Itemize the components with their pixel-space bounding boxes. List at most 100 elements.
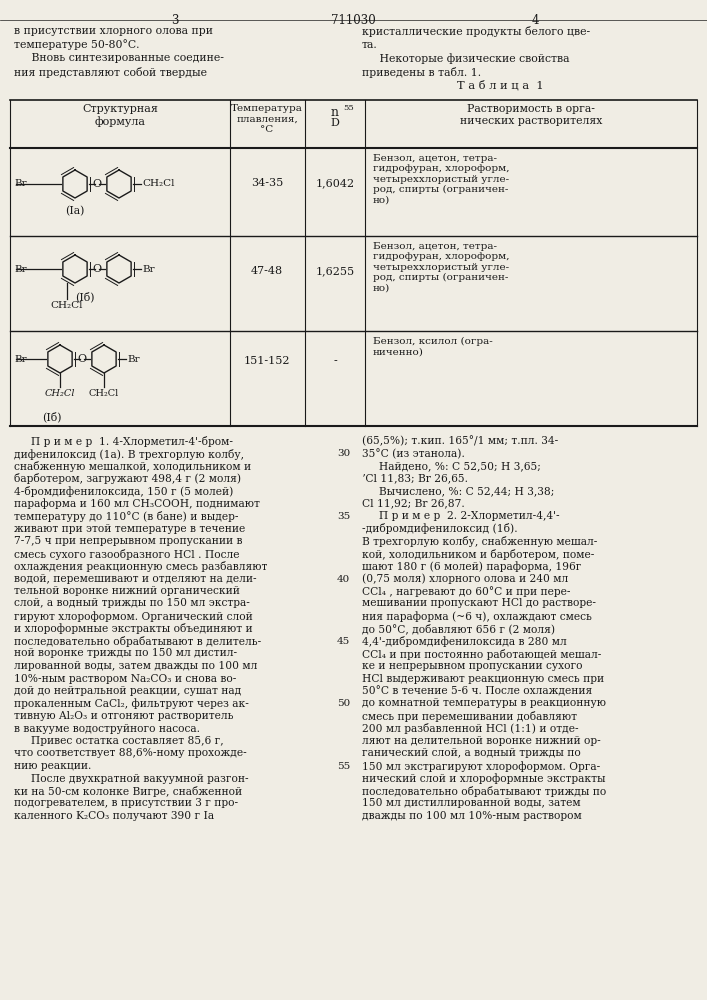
- Text: 4-бромдифенилоксида, 150 г (5 молей): 4-бромдифенилоксида, 150 г (5 молей): [14, 486, 233, 497]
- Text: нический слой и хлороформные экстракты: нический слой и хлороформные экстракты: [362, 774, 605, 784]
- Text: O: O: [93, 179, 102, 189]
- Text: ки на 50-см колонке Вигре, снабженной: ки на 50-см колонке Вигре, снабженной: [14, 786, 242, 797]
- Text: 50: 50: [337, 700, 350, 708]
- Text: 1,6255: 1,6255: [315, 266, 355, 276]
- Text: в вакууме водоструйного насоса.: в вакууме водоструйного насоса.: [14, 724, 200, 734]
- Text: снабженную мешалкой, холодильником и: снабженную мешалкой, холодильником и: [14, 461, 251, 472]
- Text: 1,6042: 1,6042: [315, 178, 355, 188]
- Text: Br: Br: [142, 264, 155, 273]
- Text: дважды по 100 мл 10%-ным раствором: дважды по 100 мл 10%-ным раствором: [362, 811, 582, 821]
- Text: 151-152: 151-152: [244, 356, 291, 366]
- Text: та.: та.: [362, 39, 378, 49]
- Text: Br: Br: [127, 355, 139, 363]
- Text: (Iб): (Iб): [75, 291, 95, 302]
- Text: подогревателем, в присутствии 3 г про-: подогревателем, в присутствии 3 г про-: [14, 798, 238, 808]
- Text: Вновь синтезированные соедине-: Вновь синтезированные соедине-: [14, 53, 224, 63]
- Text: дой до нейтральной реакции, сушат над: дой до нейтральной реакции, сушат над: [14, 686, 241, 696]
- Text: ʼСl 11,83; Br 26,65.: ʼСl 11,83; Br 26,65.: [362, 474, 468, 484]
- Text: последовательно обрабатывают трижды по: последовательно обрабатывают трижды по: [362, 786, 606, 797]
- Text: смесь при перемешивании добавляют: смесь при перемешивании добавляют: [362, 711, 577, 722]
- Text: CH₂Cl: CH₂Cl: [51, 301, 83, 310]
- Text: CH₂Cl: CH₂Cl: [89, 389, 119, 398]
- Text: 40: 40: [337, 574, 350, 584]
- Text: 35: 35: [337, 512, 350, 521]
- Text: ке и непрерывном пропускании сухого: ке и непрерывном пропускании сухого: [362, 661, 583, 671]
- Text: После двухкратной вакуумной разгон-: После двухкратной вакуумной разгон-: [14, 774, 249, 784]
- Text: прокаленным CaCl₂, фильтруют через ак-: прокаленным CaCl₂, фильтруют через ак-: [14, 698, 249, 709]
- Text: Сl 11,92; Br 26,87.: Сl 11,92; Br 26,87.: [362, 498, 464, 508]
- Text: кой, холодильником и барботером, поме-: кой, холодильником и барботером, поме-: [362, 548, 595, 560]
- Text: лированной воды, затем дважды по 100 мл: лированной воды, затем дважды по 100 мл: [14, 661, 257, 671]
- Text: CH₂Cl: CH₂Cl: [45, 389, 75, 398]
- Text: в присутствии хлорного олова при: в присутствии хлорного олова при: [14, 26, 213, 36]
- Text: Вычислено, %: С 52,44; Н 3,38;: Вычислено, %: С 52,44; Н 3,38;: [362, 486, 554, 496]
- Text: 47-48: 47-48: [251, 266, 283, 276]
- Text: шают 180 г (6 молей) параформа, 196г: шают 180 г (6 молей) параформа, 196г: [362, 561, 581, 572]
- Text: (0,75 моля) хлорного олова и 240 мл: (0,75 моля) хлорного олова и 240 мл: [362, 574, 568, 584]
- Text: -: -: [333, 356, 337, 366]
- Text: 711030: 711030: [331, 14, 375, 27]
- Text: Бензол, ацетон, тетра-
гидрофуран, хлороформ,
четыреххлористый угле-
род, спирты: Бензол, ацетон, тетра- гидрофуран, хлоро…: [373, 154, 510, 205]
- Text: ния представляют собой твердые: ния представляют собой твердые: [14, 66, 207, 78]
- Text: Br: Br: [14, 264, 27, 273]
- Text: CCl₄ и при постоянно работающей мешал-: CCl₄ и при постоянно работающей мешал-: [362, 648, 602, 660]
- Text: гируют хлороформом. Органический слой: гируют хлороформом. Органический слой: [14, 611, 252, 622]
- Text: 7-7,5 ч при непрерывном пропускании в: 7-7,5 ч при непрерывном пропускании в: [14, 536, 243, 546]
- Text: В трехгорлую колбу, снабженную мешал-: В трехгорлую колбу, снабженную мешал-: [362, 536, 597, 547]
- Text: каленного K₂CO₃ получают 390 г Ia: каленного K₂CO₃ получают 390 г Ia: [14, 811, 214, 821]
- Text: (Iа): (Iа): [65, 206, 85, 216]
- Text: O: O: [93, 264, 102, 274]
- Text: 55: 55: [337, 762, 350, 771]
- Text: ния параформа (~6 ч), охлаждают смесь: ния параформа (~6 ч), охлаждают смесь: [362, 611, 592, 622]
- Text: и хлороформные экстракты объединяют и: и хлороформные экстракты объединяют и: [14, 624, 252, 635]
- Text: D: D: [331, 118, 339, 128]
- Text: 10%-ным раствором Na₂CO₃ и снова во-: 10%-ным раствором Na₂CO₃ и снова во-: [14, 674, 236, 684]
- Text: Структурная
формула: Структурная формула: [82, 104, 158, 127]
- Text: 3: 3: [171, 14, 179, 27]
- Text: нию реакции.: нию реакции.: [14, 761, 91, 771]
- Text: слой, а водный трижды по 150 мл экстра-: слой, а водный трижды по 150 мл экстра-: [14, 598, 250, 608]
- Text: 150 мл экстрагируют хлороформом. Орга-: 150 мл экстрагируют хлороформом. Орга-: [362, 761, 600, 772]
- Text: Найдено, %: С 52,50; Н 3,65;: Найдено, %: С 52,50; Н 3,65;: [362, 461, 541, 471]
- Text: Растворимость в орга-
нических растворителях: Растворимость в орга- нических растворит…: [460, 104, 602, 126]
- Text: CH₂Cl: CH₂Cl: [142, 180, 175, 188]
- Text: Температура
плавления,
°С: Температура плавления, °С: [231, 104, 303, 134]
- Text: барботером, загружают 498,4 г (2 моля): барботером, загружают 498,4 г (2 моля): [14, 474, 241, 485]
- Text: Бензол, ксилол (огра-
ниченно): Бензол, ксилол (огра- ниченно): [373, 337, 493, 357]
- Text: CCl₄ , нагревают до 60°С и при пере-: CCl₄ , нагревают до 60°С и при пере-: [362, 586, 571, 597]
- Text: П р и м е р  2. 2-Хлорметил-4,4'-: П р и м е р 2. 2-Хлорметил-4,4'-: [362, 511, 560, 521]
- Text: последовательно обрабатывают в делитель-: последовательно обрабатывают в делитель-: [14, 636, 262, 647]
- Text: тельной воронке нижний органический: тельной воронке нижний органический: [14, 586, 240, 596]
- Text: ляют на делительной воронке нижний ор-: ляют на делительной воронке нижний ор-: [362, 736, 601, 746]
- Text: мешивании пропускают НСl до растворе-: мешивании пропускают НСl до растворе-: [362, 598, 596, 608]
- Text: Бензол, ацетон, тетра-
гидрофуран, хлороформ,
четыреххлористый угле-
род, спирты: Бензол, ацетон, тетра- гидрофуран, хлоро…: [373, 242, 510, 293]
- Text: НСl выдерживают реакционную смесь при: НСl выдерживают реакционную смесь при: [362, 674, 604, 684]
- Text: 4,4'-дибромдифенилоксида в 280 мл: 4,4'-дибромдифенилоксида в 280 мл: [362, 636, 567, 647]
- Text: (65,5%); т.кип. 165°/1 мм; т.пл. 34-: (65,5%); т.кип. 165°/1 мм; т.пл. 34-: [362, 436, 559, 447]
- Text: тивную Al₂O₃ и отгоняют растворитель: тивную Al₂O₃ и отгоняют растворитель: [14, 711, 233, 721]
- Text: -дибромдифенилоксид (1б).: -дибромдифенилоксид (1б).: [362, 524, 518, 534]
- Text: параформа и 160 мл CH₃COOH, поднимают: параформа и 160 мл CH₃COOH, поднимают: [14, 498, 260, 509]
- Text: n: n: [331, 106, 339, 119]
- Text: 30: 30: [337, 450, 350, 458]
- Text: температуре 50-80°С.: температуре 50-80°С.: [14, 39, 139, 50]
- Text: O: O: [78, 354, 86, 364]
- Text: 200 мл разбавленной НСl (1:1) и отде-: 200 мл разбавленной НСl (1:1) и отде-: [362, 724, 578, 734]
- Text: Некоторые физические свойства: Некоторые физические свойства: [362, 53, 570, 64]
- Text: Т а б л и ц а  1: Т а б л и ц а 1: [457, 80, 543, 91]
- Text: водой, перемешивают и отделяют на дели-: водой, перемешивают и отделяют на дели-: [14, 574, 257, 584]
- Text: (Iб): (Iб): [42, 411, 62, 422]
- Text: Br: Br: [14, 180, 27, 188]
- Text: 150 мл дистиллированной воды, затем: 150 мл дистиллированной воды, затем: [362, 798, 580, 808]
- Text: ганический слой, а водный трижды по: ганический слой, а водный трижды по: [362, 748, 580, 758]
- Text: охлаждения реакционную смесь разбавляют: охлаждения реакционную смесь разбавляют: [14, 561, 267, 572]
- Text: до комнатной температуры в реакционную: до комнатной температуры в реакционную: [362, 698, 606, 708]
- Text: кристаллические продукты белого цве-: кристаллические продукты белого цве-: [362, 26, 590, 37]
- Text: 45: 45: [337, 637, 350, 646]
- Text: смесь сухого газообразного НСl . После: смесь сухого газообразного НСl . После: [14, 548, 240, 560]
- Text: 35°С (из этанола).: 35°С (из этанола).: [362, 448, 465, 459]
- Text: до 50°С, добавляют 656 г (2 моля): до 50°С, добавляют 656 г (2 моля): [362, 624, 555, 634]
- Text: живают при этой температуре в течение: живают при этой температуре в течение: [14, 524, 245, 534]
- Text: Привес остатка составляет 85,6 г,: Привес остатка составляет 85,6 г,: [14, 736, 223, 746]
- Text: 55: 55: [343, 104, 354, 112]
